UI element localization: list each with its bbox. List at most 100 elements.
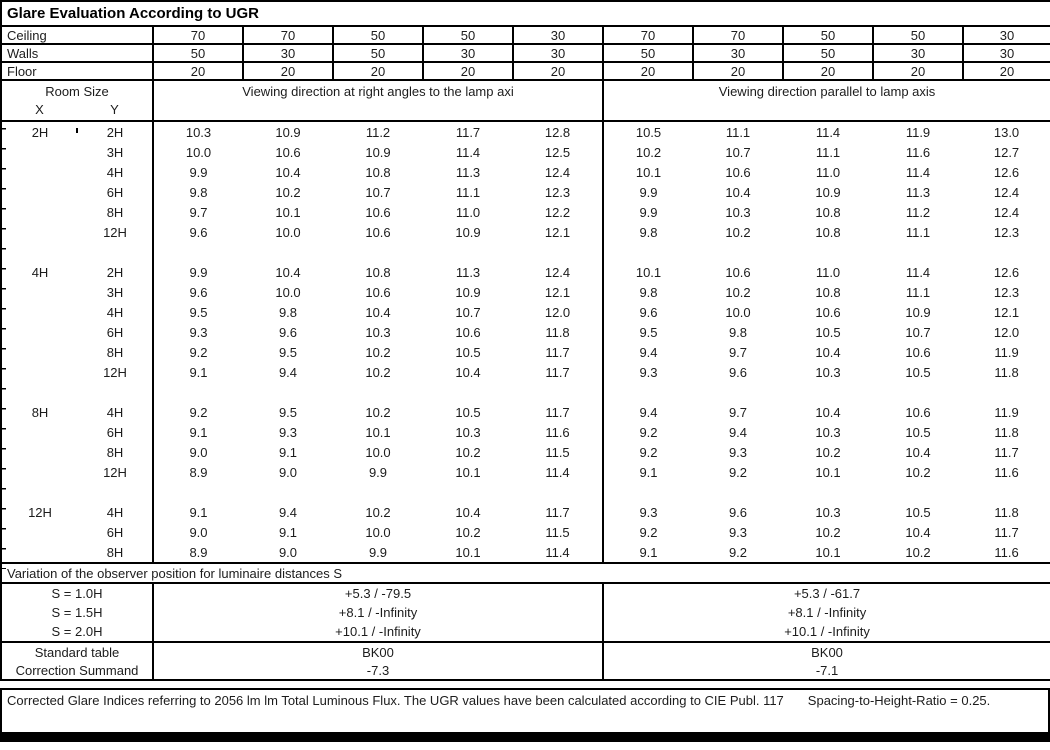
ugr-row: 8H 9.0 9.1 10.0 10.2 11.5 9.2 9.3 10.2 10.4 11.7: [1, 442, 1050, 462]
ugr-value: 12.0: [513, 302, 604, 322]
ugr-value: 11.0: [455, 204, 481, 220]
ugr-value: 10.0: [725, 304, 751, 320]
ugr-value: 9.1: [278, 444, 298, 460]
summary-right-angle-value: -7.3: [153, 661, 604, 680]
floor-value: 20: [602, 61, 694, 81]
ugr-value: 8.9: [189, 544, 208, 560]
ugr-value: 11.1: [905, 284, 931, 300]
ugr-value: 9.4: [639, 344, 658, 360]
ugr-value: 10.7: [365, 184, 391, 200]
ugr-row: 4H 9.5 9.8 10.4 10.7 12.0 9.6 10.0 10.6 10.9 12.1: [1, 302, 1050, 322]
ugr-value: 9.5: [278, 404, 298, 420]
ugr-row: 3H 9.6 10.0 10.6 10.9 12.1 9.8 10.2 10.8 11.1 12.3: [1, 282, 1050, 302]
ugr-value: 10.1: [635, 164, 662, 180]
room-y: 4H: [78, 502, 154, 522]
ugr-value: 11.1: [455, 184, 481, 200]
ugr-value: 11.6: [905, 144, 931, 160]
room-x: [1, 282, 78, 302]
room-size-label: Room Size: [45, 84, 109, 99]
ugr-value: 9.3: [639, 504, 658, 520]
column-header-row: Room Size X Y Viewing direction at right…: [1, 80, 1050, 122]
ceiling-value: 70: [242, 25, 334, 45]
observer-variation-section: S = 1.0H +5.3 / -79.5 +5.3 / -61.7 S = 1.5H…: [1, 583, 1050, 642]
room-x: [1, 302, 78, 322]
ugr-value: 12.4: [513, 262, 604, 282]
ugr-value: 10.5: [635, 124, 662, 140]
floor-value: 20: [872, 61, 964, 81]
ugr-row: 12H 9.1 9.4 10.2 10.4 11.7 9.3 9.6 10.3 10.5 11.8: [1, 362, 1050, 382]
walls-value: 30: [692, 43, 784, 63]
ugr-value: 10.6: [455, 324, 481, 340]
ugr-value: 10.4: [455, 364, 481, 380]
gap-cell: [1, 482, 78, 502]
room-x: [1, 202, 78, 222]
ugr-row: 3H 10.0 10.6 10.9 11.4 12.5 10.2 10.7 11.1 11.6 12…: [1, 142, 1050, 162]
walls-value: 30: [512, 43, 604, 63]
ugr-value: 9.8: [728, 324, 748, 340]
walls-value: 50: [332, 43, 424, 63]
ugr-table: Glare Evaluation According to UGR Ceilin…: [0, 0, 1050, 681]
room-y: 6H: [78, 182, 154, 202]
standard-table-section: Standard table BK00 BK00 Correction Summand…: [1, 642, 1050, 680]
variation-label: S = 1.5H: [1, 603, 154, 622]
ugr-value: 10.2: [365, 364, 391, 380]
summary-parallel-value: BK00: [811, 644, 843, 660]
ugr-value: 11.3: [455, 164, 481, 180]
ugr-value: 11.6: [994, 544, 1019, 560]
room-y: 6H: [78, 522, 154, 542]
floor-value: 20: [692, 61, 784, 81]
ugr-value: 10.1: [815, 544, 841, 560]
ugr-value: 10.3: [815, 364, 841, 380]
variation-label: Variation of the observer position for l…: [1, 562, 1050, 584]
ugr-value: 10.1: [635, 264, 662, 280]
ugr-value: 10.2: [725, 224, 751, 240]
ugr-row: 6H 9.1 9.3 10.1 10.3 11.6 9.2 9.4 10.3 10.5 11.8: [1, 422, 1050, 442]
ugr-value: 9.2: [728, 544, 748, 560]
ugr-value: 9.8: [639, 224, 658, 240]
ugr-value: 10.2: [815, 444, 841, 460]
walls-row: Walls 50 30 50 30 30 50 30 50 30 30: [0, 43, 1050, 63]
ugr-value: 10.3: [455, 424, 481, 440]
ugr-value: 11.7: [513, 402, 604, 422]
room-x: [1, 182, 78, 202]
room-y: 12H: [78, 462, 154, 482]
ugr-row: 6H 9.8 10.2 10.7 11.1 12.3 9.9 10.4 10.9 11.3 12.4: [1, 182, 1050, 202]
ugr-value: 12.2: [513, 202, 604, 222]
summary-label: Standard table: [1, 642, 154, 661]
ceiling-value: 70: [692, 25, 784, 45]
ugr-value: 10.9: [455, 224, 481, 240]
ugr-value: 10.6: [365, 224, 391, 240]
ugr-value: 11.4: [905, 264, 931, 280]
ugr-value: 10.2: [815, 524, 841, 540]
block-gap-row: [1, 482, 1050, 502]
ugr-value: 9.6: [728, 364, 748, 380]
gap-cell: [78, 482, 154, 502]
ugr-value: 10.2: [275, 184, 301, 200]
ugr-row: 12H 4H 9.1 9.4 10.2 10.4 11.7 9.3 9.6 10.3 10.5 11.…: [1, 502, 1050, 522]
ugr-row: 8H 4H 9.2 9.5 10.2 10.5 11.7 9.4 9.7 10.4 10.6 11.9: [1, 402, 1050, 422]
ugr-value: 9.8: [639, 284, 658, 300]
summary-right-angle-value: BK00: [153, 642, 604, 661]
ugr-value: 10.4: [905, 444, 931, 460]
floor-value: 20: [512, 61, 604, 81]
ceiling-value: 30: [512, 25, 604, 45]
ugr-value: 10.9: [455, 284, 481, 300]
ugr-value: 11.2: [365, 124, 391, 140]
room-x: [1, 342, 78, 362]
ugr-value: 10.2: [455, 524, 481, 540]
room-y: 3H: [78, 282, 154, 302]
ugr-value: 11.0: [815, 164, 841, 180]
ugr-value: 10.4: [365, 304, 391, 320]
ugr-value: 10.2: [365, 344, 391, 360]
variation-parallel-value: +8.1 / -Infinity: [787, 605, 867, 620]
summary-row: Standard table BK00 BK00: [1, 642, 1050, 661]
room-x: 12H: [28, 504, 52, 520]
ugr-value: 9.1: [639, 544, 658, 560]
ugr-value: 10.0: [365, 444, 391, 460]
ugr-value: 11.2: [905, 204, 931, 220]
ugr-value: 10.2: [455, 444, 481, 460]
ugr-value: 9.7: [728, 404, 748, 420]
gap-cell: [1, 242, 78, 262]
ugr-value: 11.3: [455, 264, 481, 280]
ugr-value: 12.8: [513, 121, 604, 142]
